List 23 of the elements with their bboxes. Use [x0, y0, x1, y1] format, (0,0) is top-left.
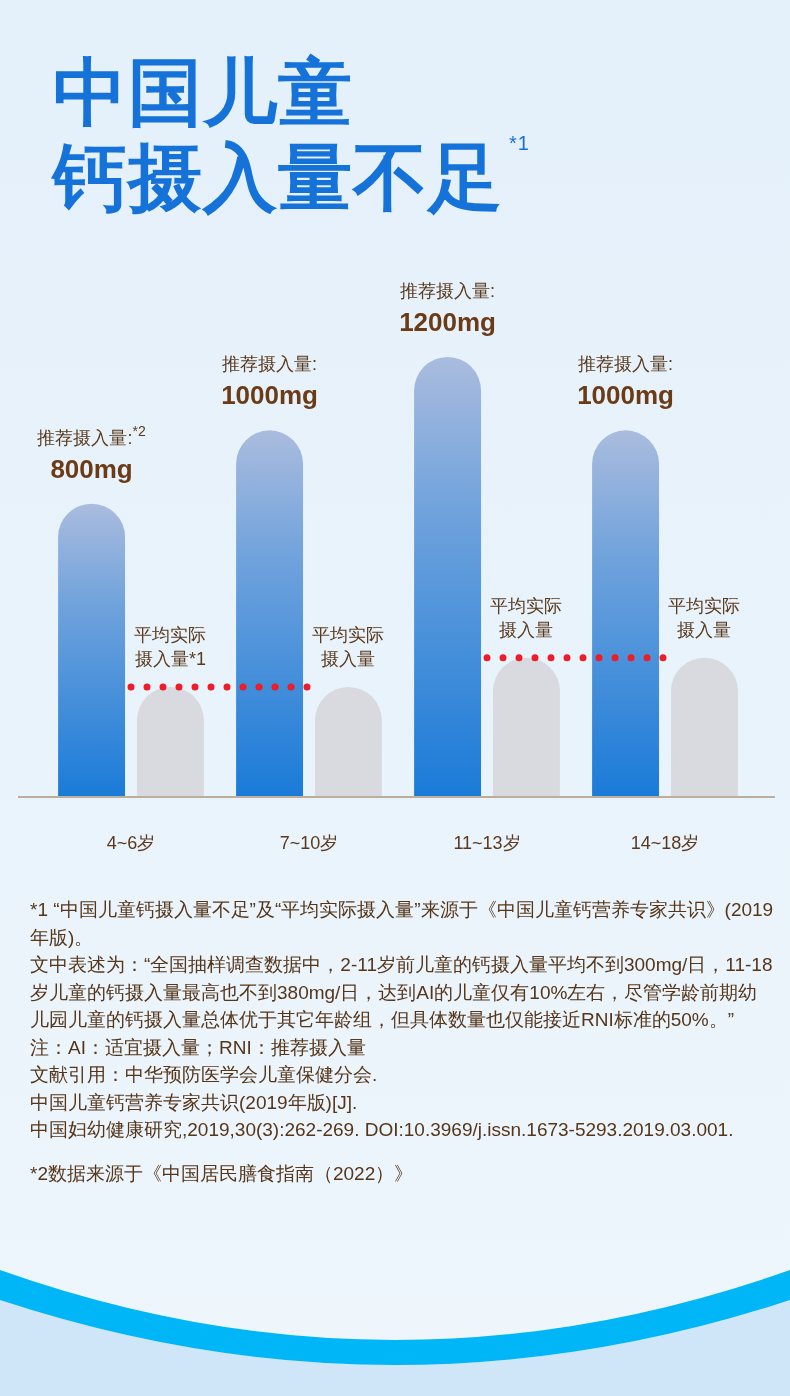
annotation: 平均实际	[312, 625, 385, 645]
annotation: 摄入量	[677, 619, 732, 640]
annotation: 摄入量	[321, 649, 376, 669]
value-label: 800mg	[50, 453, 133, 484]
value-label: 推荐摄入量:	[578, 354, 674, 375]
annotation: 摄入量*1	[134, 649, 206, 669]
subtitle: 钙摄入量不足$^{*1}$	[53, 135, 530, 220]
value-label: 推荐摄入量:$^{*2}$	[37, 422, 146, 448]
category-label: 4~6岁	[106, 833, 156, 853]
annotation: 平均实际	[134, 625, 207, 645]
category-label: 7~10岁	[279, 833, 339, 853]
value-label: 1000mg	[221, 380, 318, 411]
annotation: 平均实际	[490, 595, 563, 616]
category-label: 14~18岁	[630, 833, 700, 853]
category-label: 11~13岁	[453, 833, 521, 853]
value-label: 推荐摄入量:	[222, 354, 318, 375]
notes: *1 “中国儿童钙摄入量不足”及“平均实际摄入量”来源于《中国儿童钙营养专家共识》(2019年版)。 文中表述为：“全国抽样调查数据中，2-11岁前儿童的钙摄入量平均不到300mg/日，11-18岁儿童的钙摄入量最高也不到380mg/日，达到AI的儿童仅有10%左右，尽管学龄前期幼儿园儿童的钙摄入量总体优于其它年龄组，但具体数量也仅能接近RNI标准的50%。” 注：AI：适宜摄入量；RNI：推荐摄入量 文献引用：中华预防医学会儿童保健分会. 中国儿童钙营养专家共识(2019年版)[J]. 中国妇幼健康研究,2019,30(3):262-269. DOI:10.3969/j.issn.1673-5293.2019.03.001. *2数据来源于《中国居民膳食指南（2022）》	[30, 898, 775, 1186]
annotation: 摄入量	[499, 619, 554, 640]
annotation: 平均实际	[668, 595, 741, 616]
value-label: 推荐摄入量:	[400, 281, 496, 301]
value-label: 1000mg	[577, 380, 674, 411]
value-label: 1200mg	[399, 307, 496, 337]
title: 中国儿童	[53, 50, 353, 135]
